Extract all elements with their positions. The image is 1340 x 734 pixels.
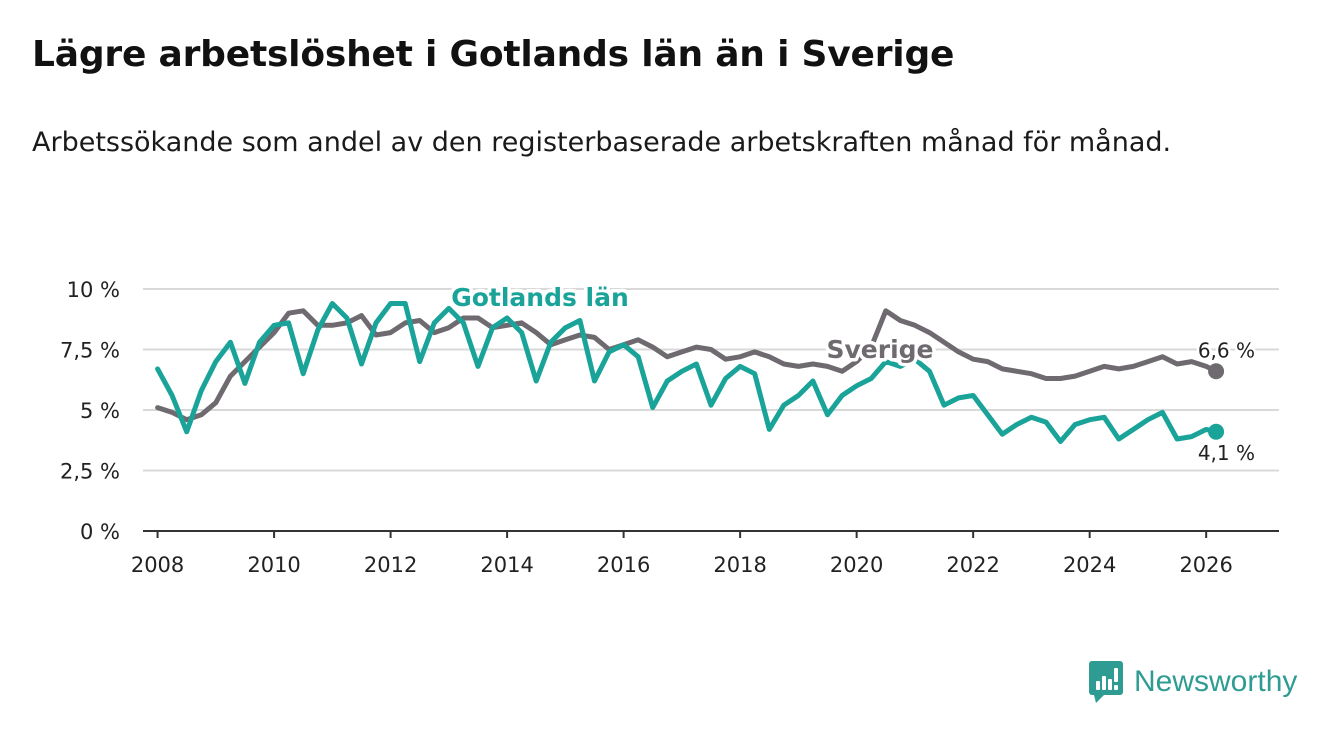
y-tick-label: 2,5 % <box>60 460 120 484</box>
series-label-sverige: Sverige <box>826 335 933 364</box>
series-line-sverige <box>155 308 1219 423</box>
x-tick-label: 2024 <box>1063 553 1116 577</box>
y-tick-label: 7,5 % <box>60 339 120 363</box>
x-tick-label: 2012 <box>364 553 417 577</box>
brand-logo: Newsworthy <box>1088 660 1318 704</box>
x-tick-label: 2018 <box>713 553 766 577</box>
y-tick-label: 5 % <box>80 399 120 423</box>
x-tick-label: 2026 <box>1179 553 1232 577</box>
x-tick-label: 2020 <box>830 553 883 577</box>
newsworthy-chart-icon <box>1089 661 1123 703</box>
chart-title: Lägre arbetslöshet i Gotlands län än i S… <box>32 34 955 75</box>
x-tick-label: 2010 <box>247 553 300 577</box>
end-label-gotland: 4,1 % <box>1198 441 1255 465</box>
x-tick-label: 2008 <box>131 553 184 577</box>
end-label-sverige: 6,6 % <box>1198 338 1255 362</box>
x-tick-label: 2014 <box>480 553 533 577</box>
series-label-gotland: Gotlands län <box>451 283 629 312</box>
brand-name: Newsworthy <box>1134 665 1298 698</box>
x-tick-label: 2022 <box>946 553 999 577</box>
x-tick-label: 2016 <box>597 553 650 577</box>
chart-subtitle: Arbetssökande som andel av den registerb… <box>32 127 1172 158</box>
series-line-gotland <box>155 301 1219 444</box>
y-tick-label: 0 % <box>80 520 120 544</box>
line-chart: 0 % 2,5 % 5 % 7,5 % 10 % 2008 2010 2012 2014 2016… <box>60 278 1279 577</box>
y-tick-label: 10 % <box>67 278 120 302</box>
end-point-sverige <box>1208 363 1225 380</box>
end-point-gotland <box>1208 423 1225 440</box>
